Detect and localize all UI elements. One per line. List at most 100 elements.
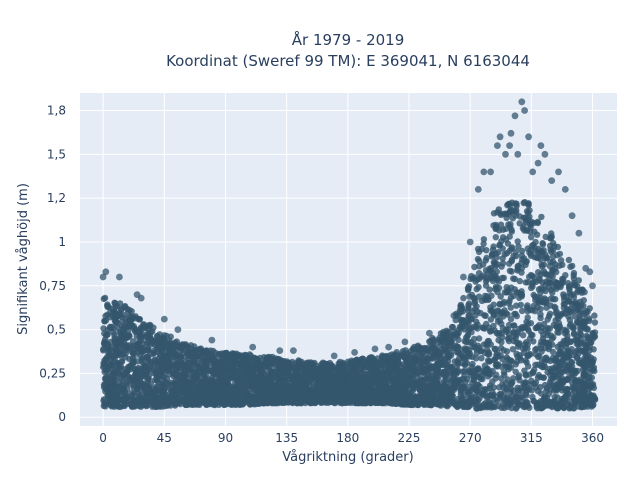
data-point xyxy=(112,341,118,347)
data-point xyxy=(485,297,491,303)
data-point xyxy=(519,308,525,314)
data-point xyxy=(508,316,514,322)
data-point xyxy=(588,339,594,345)
data-point xyxy=(490,278,496,284)
data-point xyxy=(493,234,499,240)
data-point xyxy=(548,235,554,241)
data-point xyxy=(255,381,261,387)
data-point xyxy=(513,405,519,411)
data-point xyxy=(236,352,242,358)
data-point xyxy=(476,365,482,371)
data-point xyxy=(520,381,526,387)
data-point xyxy=(269,375,275,381)
data-point xyxy=(501,275,507,281)
data-point xyxy=(534,304,540,310)
data-point xyxy=(383,373,389,379)
data-point xyxy=(490,222,496,228)
data-point xyxy=(223,357,229,363)
data-point xyxy=(134,386,140,392)
data-point xyxy=(501,405,507,411)
data-point xyxy=(146,372,152,378)
data-point xyxy=(549,341,555,347)
data-point xyxy=(519,253,525,259)
data-point xyxy=(147,322,153,328)
data-point xyxy=(137,345,143,351)
data-point xyxy=(571,331,577,337)
data-point xyxy=(566,354,572,360)
data-point xyxy=(537,315,543,321)
data-point xyxy=(426,361,432,367)
data-point xyxy=(180,396,186,402)
data-point xyxy=(316,366,322,372)
data-point xyxy=(218,375,224,381)
data-point xyxy=(575,368,581,374)
data-point xyxy=(581,289,587,295)
data-point xyxy=(452,358,458,364)
data-point xyxy=(567,309,573,315)
data-point xyxy=(483,282,489,288)
data-point xyxy=(428,381,434,387)
data-point xyxy=(507,248,513,254)
data-point xyxy=(116,312,122,318)
data-point xyxy=(532,239,538,245)
data-point xyxy=(503,329,509,335)
data-point xyxy=(547,325,553,331)
data-point xyxy=(517,213,523,219)
data-point xyxy=(528,234,534,240)
data-point xyxy=(460,308,466,314)
data-point xyxy=(120,351,126,357)
data-point xyxy=(464,404,470,410)
data-point xyxy=(136,316,142,322)
data-point xyxy=(553,310,559,316)
data-point xyxy=(526,371,532,377)
data-point xyxy=(507,209,513,215)
data-point xyxy=(459,386,465,392)
data-point xyxy=(505,356,511,362)
data-point xyxy=(140,361,146,367)
data-point xyxy=(490,309,496,315)
data-point xyxy=(163,340,169,346)
data-point xyxy=(240,392,246,398)
data-point xyxy=(549,290,555,296)
data-point xyxy=(466,326,472,332)
data-point xyxy=(141,321,147,327)
data-point xyxy=(592,396,598,402)
data-point xyxy=(515,238,521,244)
data-point xyxy=(514,354,520,360)
data-point xyxy=(539,279,545,285)
data-point xyxy=(505,287,511,293)
data-point xyxy=(547,311,553,317)
data-point xyxy=(201,367,207,373)
data-point xyxy=(378,388,384,394)
data-point xyxy=(509,257,515,263)
data-point xyxy=(172,353,178,359)
data-point xyxy=(523,392,529,398)
data-point xyxy=(567,338,573,344)
data-point xyxy=(208,377,214,383)
data-point xyxy=(465,305,471,311)
data-point xyxy=(174,338,180,344)
data-point xyxy=(468,339,474,345)
data-point xyxy=(506,335,512,341)
data-point xyxy=(497,301,503,307)
data-point xyxy=(503,236,509,242)
data-point xyxy=(571,294,577,300)
data-point xyxy=(148,329,154,335)
data-point xyxy=(112,318,118,324)
data-point xyxy=(321,360,327,366)
data-point xyxy=(540,241,546,247)
data-point xyxy=(492,286,498,292)
data-point xyxy=(132,327,138,333)
data-point xyxy=(524,227,530,233)
data-point xyxy=(445,351,451,357)
data-point xyxy=(309,381,315,387)
data-point xyxy=(528,378,534,384)
data-point xyxy=(130,356,136,362)
data-point xyxy=(272,369,278,375)
data-point xyxy=(369,396,375,402)
data-point xyxy=(567,317,573,323)
data-point xyxy=(156,359,162,365)
data-point xyxy=(101,403,107,409)
data-point xyxy=(526,328,532,334)
data-point xyxy=(102,295,108,301)
